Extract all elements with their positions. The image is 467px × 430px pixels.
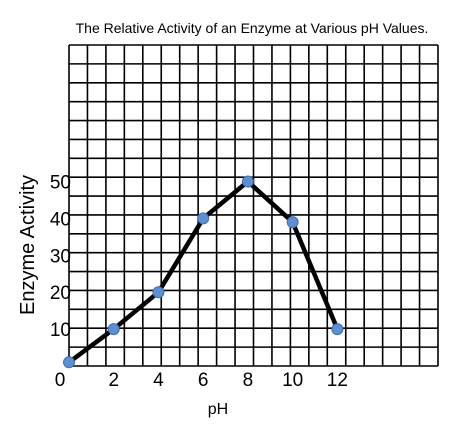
y-tick-labels: 10 20 30 40 50 (50, 173, 71, 342)
data-marker-layer (63, 175, 344, 369)
data-point (63, 356, 75, 369)
x-tick-label: 8 (243, 370, 254, 391)
data-point (241, 175, 254, 188)
y-tick-label: 40 (50, 209, 71, 230)
data-point (107, 323, 120, 336)
x-tick-label: 12 (327, 370, 348, 391)
y-tick-label: 10 (50, 320, 71, 341)
y-axis-label: Enzyme Activity (17, 175, 39, 315)
y-tick-label: 20 (50, 283, 71, 304)
data-point (197, 212, 210, 225)
plot-grid (68, 44, 439, 367)
x-axis-label: pH (208, 401, 228, 418)
data-point (152, 286, 165, 299)
y-tick-label: 50 (50, 173, 71, 194)
x-tick-label: 4 (153, 370, 164, 391)
x-tick-label: 10 (282, 370, 303, 391)
x-tick-labels: 0 2 4 6 8 10 12 (55, 370, 348, 391)
data-point (286, 216, 299, 229)
y-tick-label: 30 (50, 246, 71, 267)
x-tick-label: 2 (108, 370, 119, 391)
chart-title: The Relative Activity of an Enzyme at Va… (76, 20, 429, 36)
x-tick-label: 0 (55, 370, 66, 391)
data-point (331, 323, 344, 336)
x-tick-label: 6 (198, 370, 209, 391)
